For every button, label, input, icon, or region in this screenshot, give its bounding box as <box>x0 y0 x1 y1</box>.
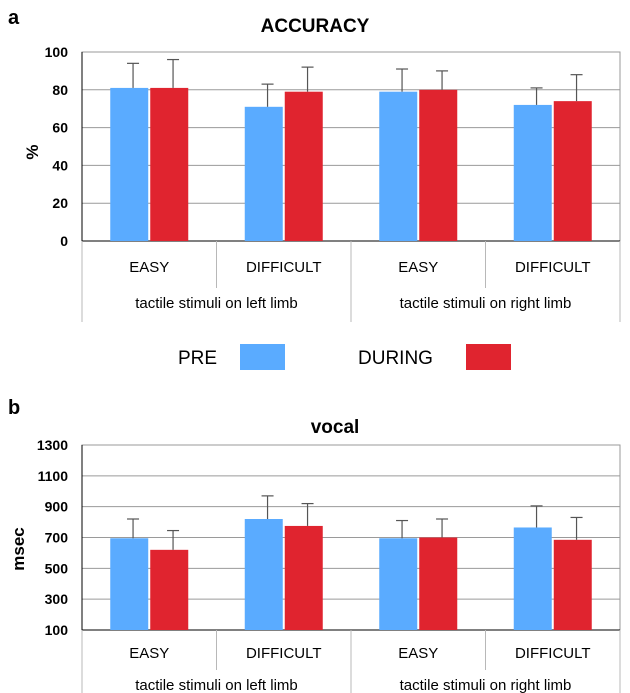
bar-a-during-2 <box>419 89 458 241</box>
bar-a-during-3 <box>553 101 592 241</box>
bar-b-during-0 <box>150 549 189 630</box>
legend-pre-label: PRE <box>178 348 217 369</box>
x-category-label-a: EASY <box>129 259 169 276</box>
y-axis-label-b: msec <box>9 527 28 570</box>
y-tick-label-b: 900 <box>45 499 69 515</box>
x-category-label-b: EASY <box>129 645 169 662</box>
bar-b-pre-2 <box>379 538 418 630</box>
x-category-label-b: EASY <box>398 645 438 662</box>
y-tick-label-b: 1300 <box>37 437 68 453</box>
x-category-label-a: EASY <box>398 259 438 276</box>
y-tick-label-b: 700 <box>45 530 69 546</box>
y-tick-label-a: 0 <box>60 233 68 249</box>
y-tick-label-a: 40 <box>52 157 68 173</box>
bar-a-during-0 <box>150 87 189 241</box>
y-tick-label-a: 100 <box>45 44 69 60</box>
bar-a-pre-1 <box>244 106 283 241</box>
bar-b-during-1 <box>284 525 323 630</box>
bar-b-during-2 <box>419 537 458 630</box>
panel-letter-b: b <box>8 397 20 419</box>
x-group-label-a: tactile stimuli on left limb <box>135 295 298 312</box>
x-category-label-a: DIFFICULT <box>515 259 591 276</box>
legend-during-label: DURING <box>358 348 433 369</box>
y-tick-label-b: 300 <box>45 591 69 607</box>
y-tick-label-a: 20 <box>52 195 68 211</box>
y-tick-label-b: 500 <box>45 560 69 576</box>
x-group-label-b: tactile stimuli on right limb <box>400 677 572 693</box>
x-category-label-a: DIFFICULT <box>246 259 322 276</box>
bar-b-pre-3 <box>513 527 552 630</box>
x-category-label-b: DIFFICULT <box>515 645 591 662</box>
x-group-label-a: tactile stimuli on right limb <box>400 295 572 312</box>
y-tick-label-a: 60 <box>52 120 68 136</box>
panel-letter-a: a <box>8 7 20 29</box>
x-category-label-b: DIFFICULT <box>246 645 322 662</box>
y-tick-label-a: 80 <box>52 82 68 98</box>
y-tick-label-b: 100 <box>45 622 69 638</box>
plot-area-a: 0 20 40 60 80 100 EASY DIFFICULT EASY DIFFICULT ta… <box>45 44 621 322</box>
bar-a-pre-2 <box>379 91 418 241</box>
chart-title-a: ACCURACY <box>261 16 370 37</box>
y-axis-label-a: % <box>23 144 42 159</box>
bar-b-pre-1 <box>244 519 283 630</box>
chart-title-b: vocal <box>311 417 360 438</box>
y-tick-label-b: 1100 <box>38 468 69 484</box>
legend: PRE DURING <box>178 344 511 370</box>
bar-b-pre-0 <box>110 538 149 630</box>
plot-area-b: 100 300 500 700 900 1100 1300 EASY DIFFICULT EASY… <box>37 437 621 693</box>
bar-a-pre-3 <box>513 104 552 241</box>
x-group-label-b: tactile stimuli on left limb <box>135 677 298 693</box>
bar-a-during-1 <box>284 91 323 241</box>
bar-a-pre-0 <box>110 87 149 241</box>
bar-b-during-3 <box>553 539 592 630</box>
legend-during-swatch <box>466 344 511 370</box>
legend-pre-swatch <box>240 344 285 370</box>
